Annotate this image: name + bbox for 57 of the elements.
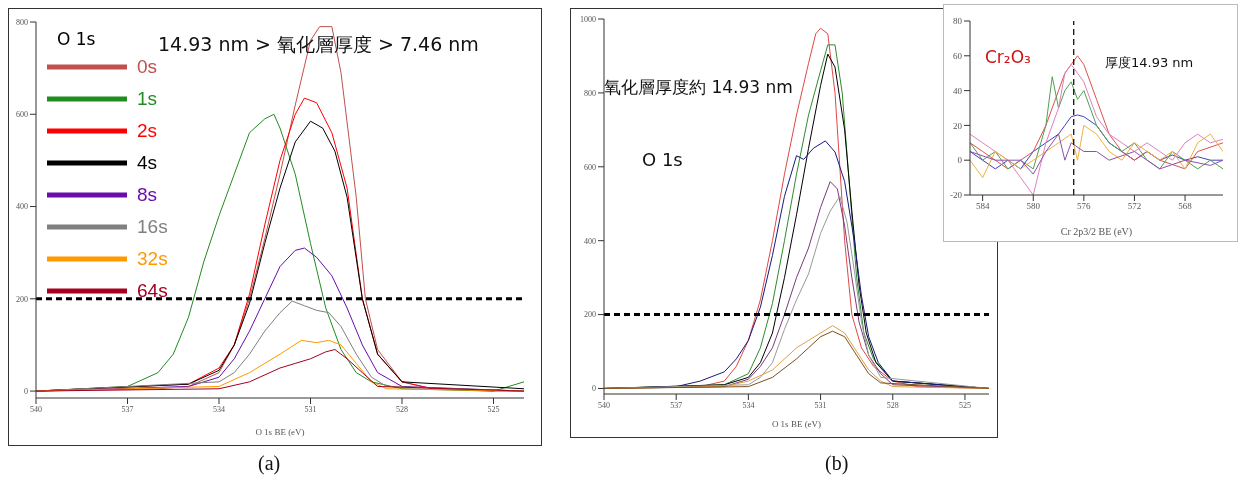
x-tick-label: 531 xyxy=(814,400,827,410)
line-series xyxy=(970,124,1223,179)
y-tick-label: 600 xyxy=(584,162,596,172)
x-tick-label: 534 xyxy=(213,404,225,414)
y-tick-label: 800 xyxy=(16,17,28,27)
x-tick-label: 568 xyxy=(1178,201,1193,212)
y-tick-label: 40 xyxy=(953,85,963,96)
annotation: 氧化層厚度約 14.93 nm xyxy=(604,77,793,97)
y-tick-label: 400 xyxy=(16,202,28,212)
legend-label: 8s xyxy=(137,184,158,205)
x-tick-label: 572 xyxy=(1127,201,1142,212)
x-axis-title: O 1s BE (eV) xyxy=(255,427,305,437)
y-tick-label: 200 xyxy=(16,294,28,304)
x-tick-label: 531 xyxy=(304,404,317,414)
legend-label: 16s xyxy=(137,216,168,237)
x-tick-label: 537 xyxy=(670,400,683,410)
y-tick-label: 80 xyxy=(953,16,963,27)
legend-title: O 1s xyxy=(57,29,96,49)
line-series xyxy=(970,76,1223,170)
x-tick-label: 576 xyxy=(1077,201,1092,212)
line-series xyxy=(970,133,1223,175)
legend-label: 4s xyxy=(137,152,158,173)
y-tick-label: 0 xyxy=(957,155,963,166)
y-tick-label: 0 xyxy=(592,384,596,394)
y-tick-label: 0 xyxy=(24,386,28,396)
x-tick-label: 528 xyxy=(396,404,408,414)
annotation: O 1s xyxy=(642,149,683,170)
x-axis-title: Cr 2p3/2 BE (eV) xyxy=(1060,226,1133,238)
text: (a) xyxy=(258,452,281,474)
line-series xyxy=(36,349,524,392)
x-tick-label: 540 xyxy=(30,404,42,414)
legend-label: 1s xyxy=(137,88,158,109)
y-tick-label: 1000 xyxy=(580,14,596,24)
annotation: Cr₂O₃ xyxy=(985,47,1031,67)
x-tick-label: 528 xyxy=(886,400,899,410)
x-tick-label: 534 xyxy=(742,400,755,410)
y-tick-label: 800 xyxy=(584,88,596,98)
annotation: 厚度14.93 nm xyxy=(1105,55,1194,70)
x-tick-label: 525 xyxy=(958,400,971,410)
y-tick-label: 200 xyxy=(584,310,596,320)
y-tick-label: 400 xyxy=(584,236,596,246)
legend-label: 32s xyxy=(137,248,168,269)
legend-label: 64s xyxy=(137,280,168,301)
y-tick-label: 20 xyxy=(953,120,963,131)
annotation: 14.93 nm > 氧化層厚度 > 7.46 nm xyxy=(158,33,479,55)
x-tick-label: 525 xyxy=(487,404,500,414)
legend-label: 2s xyxy=(137,120,158,141)
x-axis-title: O 1s BE (eV) xyxy=(771,419,822,429)
x-tick-label: 537 xyxy=(121,404,134,414)
y-tick-label: 600 xyxy=(16,110,28,120)
y-tick-label: -20 xyxy=(950,190,963,201)
text: (b) xyxy=(825,452,849,474)
x-tick-label: 580 xyxy=(1026,201,1041,212)
x-tick-label: 540 xyxy=(598,400,610,410)
x-tick-label: 584 xyxy=(975,201,990,212)
y-tick-label: 60 xyxy=(953,50,963,61)
legend-label: 0s xyxy=(137,56,158,77)
